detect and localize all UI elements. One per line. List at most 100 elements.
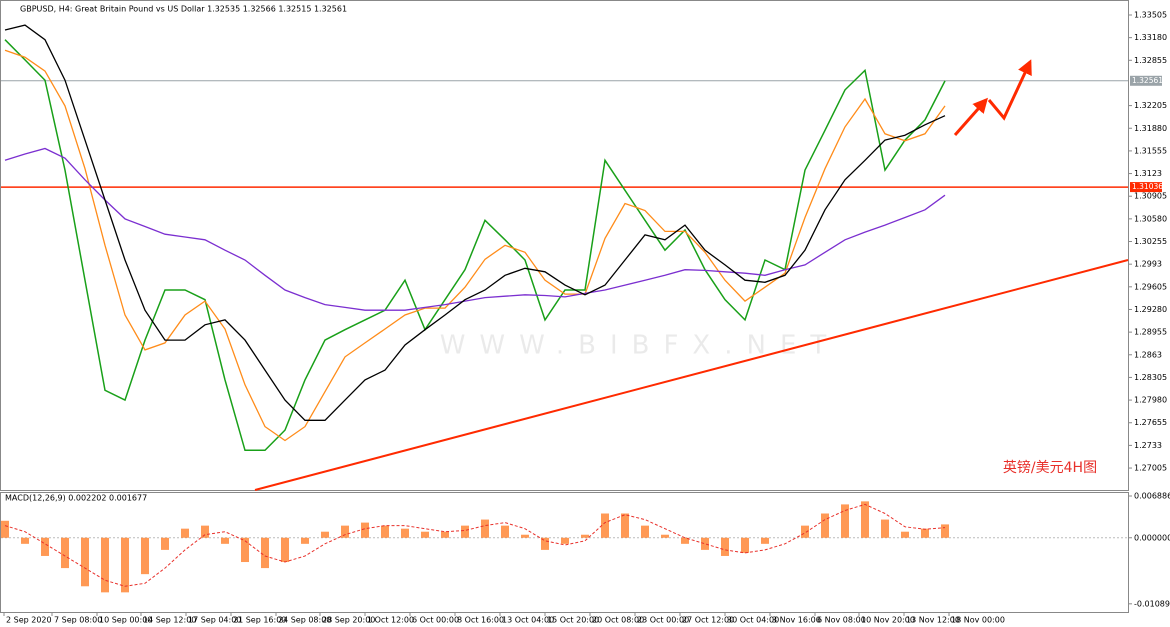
macd-bar xyxy=(461,525,469,538)
y-tick-label: 1.30255 xyxy=(1134,237,1167,246)
signal-line xyxy=(4,503,946,587)
macd-bar xyxy=(41,537,49,556)
y-tick-label: 1.28305 xyxy=(1134,373,1167,382)
y-tick-label: 1.31880 xyxy=(1134,124,1167,133)
macd-bar xyxy=(401,528,409,538)
price-line xyxy=(4,39,946,452)
y-tick-label: 1.3123 xyxy=(1134,169,1162,178)
y-tick-label: 1.32205 xyxy=(1134,101,1167,110)
x-tick-label: 10 Sep 00:00 xyxy=(99,616,152,625)
x-tick-label: 13 Oct 04:00 xyxy=(502,616,554,625)
macd-bar xyxy=(181,528,189,538)
x-tick-label: 7 Sep 08:00 xyxy=(54,616,102,625)
macd-bar xyxy=(361,522,369,538)
macd-bar xyxy=(501,525,509,538)
annotation: 英镑/美元4H图 xyxy=(1003,459,1097,476)
macd-bar xyxy=(101,537,109,593)
macd-bar xyxy=(741,537,749,553)
price-line xyxy=(4,49,946,442)
x-tick-label: 27 Oct 12:00 xyxy=(682,616,734,625)
macd-bar xyxy=(861,501,869,538)
x-tick-label: 6 Nov 08:00 xyxy=(817,616,866,625)
macd-bar xyxy=(221,537,229,544)
macd-bar xyxy=(601,513,609,538)
forecast-arrow xyxy=(987,59,1032,121)
x-tick-label: 24 Sep 08:00 xyxy=(278,616,331,625)
macd-bar xyxy=(1,520,9,538)
y-tick-label: 1.30905 xyxy=(1134,192,1167,201)
macd-bar xyxy=(801,525,809,538)
x-tick-label: 18 Nov 00:00 xyxy=(951,616,1005,625)
y-tick-label: 1.28955 xyxy=(1134,328,1167,337)
x-tick-label: 30 Oct 04:00 xyxy=(727,616,779,625)
level-label-box xyxy=(1130,75,1162,86)
y-tick-label: 1.29280 xyxy=(1134,305,1167,314)
macd-bar xyxy=(341,525,349,538)
chart-title: GBPUSD, H4: Great Britain Pound vs US Do… xyxy=(20,5,347,14)
plot-layer xyxy=(1,24,1129,593)
watermark: WWW.BIBFX.NET xyxy=(440,331,841,361)
macd-bar xyxy=(701,537,709,550)
macd-bar xyxy=(661,534,669,538)
macd-title: MACD(12,26,9) 0.002202 0.001677 xyxy=(5,494,147,503)
x-tick-label: 14 Sep 12:00 xyxy=(143,616,196,625)
macd-bar xyxy=(121,537,129,593)
macd-bar xyxy=(561,537,569,544)
x-tick-label: 13 Nov 12:00 xyxy=(906,616,960,625)
macd-bar xyxy=(281,537,289,563)
macd-bar xyxy=(421,531,429,538)
level-label: 1.32561 xyxy=(1132,76,1163,85)
x-tick-label: 21 Sep 16:00 xyxy=(233,616,286,625)
forecast-arrow xyxy=(953,97,988,136)
macd-bar xyxy=(621,513,629,538)
macd-bar xyxy=(21,537,29,544)
macd-bar xyxy=(681,537,689,544)
x-tick-label: 8 Oct 16:00 xyxy=(457,616,504,625)
level-label: 1.31036 xyxy=(1132,182,1163,191)
y-tick-label: 1.2863 xyxy=(1134,350,1162,359)
macd-bar xyxy=(941,524,949,538)
macd-bar xyxy=(901,531,909,538)
macd-bar xyxy=(441,531,449,538)
macd-bar xyxy=(61,537,69,569)
x-tick-label: 2 Sep 2020 xyxy=(6,616,52,625)
macd-bar xyxy=(641,525,649,538)
macd-bar xyxy=(541,537,549,550)
y-tick-label: 1.33505 xyxy=(1134,10,1167,19)
y-tick-label: 1.27980 xyxy=(1134,396,1167,405)
macd-bar xyxy=(881,519,889,538)
macd-bar xyxy=(241,537,249,563)
macd-bar xyxy=(261,537,269,569)
macd-bar xyxy=(481,519,489,538)
x-tick-label: 28 Sep 20:00 xyxy=(322,616,375,625)
y-tick-label: 1.2993 xyxy=(1134,260,1162,269)
macd-bar xyxy=(161,537,169,550)
macd-bar xyxy=(381,525,389,538)
y-tick-label: 1.27005 xyxy=(1134,464,1167,473)
macd-bar xyxy=(201,525,209,538)
macd-bar xyxy=(921,528,929,538)
y-tick-label: 0.000000 xyxy=(1134,533,1170,542)
y-tick-label: 1.2733 xyxy=(1134,441,1162,450)
macd-bar xyxy=(141,537,149,575)
x-tick-label: 17 Sep 04:00 xyxy=(188,616,241,625)
price-line xyxy=(4,24,946,421)
x-tick-label: 23 Oct 00:00 xyxy=(637,616,689,625)
level-label-box xyxy=(1130,182,1162,193)
y-tick-label: 0.006886 xyxy=(1134,491,1170,500)
price-line xyxy=(4,147,946,311)
y-tick-label: 1.31555 xyxy=(1134,146,1167,155)
macd-bar xyxy=(841,504,849,538)
macd-bar xyxy=(81,537,89,587)
x-tick-label: 10 Nov 20:00 xyxy=(861,616,915,625)
price-panel xyxy=(0,0,1129,491)
macd-panel xyxy=(0,492,1129,613)
x-tick-label: 3 Nov 16:00 xyxy=(772,616,821,625)
x-tick-label: 6 Oct 00:00 xyxy=(412,616,459,625)
macd-bar xyxy=(721,537,729,556)
y-tick-label: 1.30580 xyxy=(1134,214,1167,223)
y-tick-label: 1.27655 xyxy=(1134,418,1167,427)
macd-bar xyxy=(581,534,589,538)
macd-bar xyxy=(301,537,309,544)
